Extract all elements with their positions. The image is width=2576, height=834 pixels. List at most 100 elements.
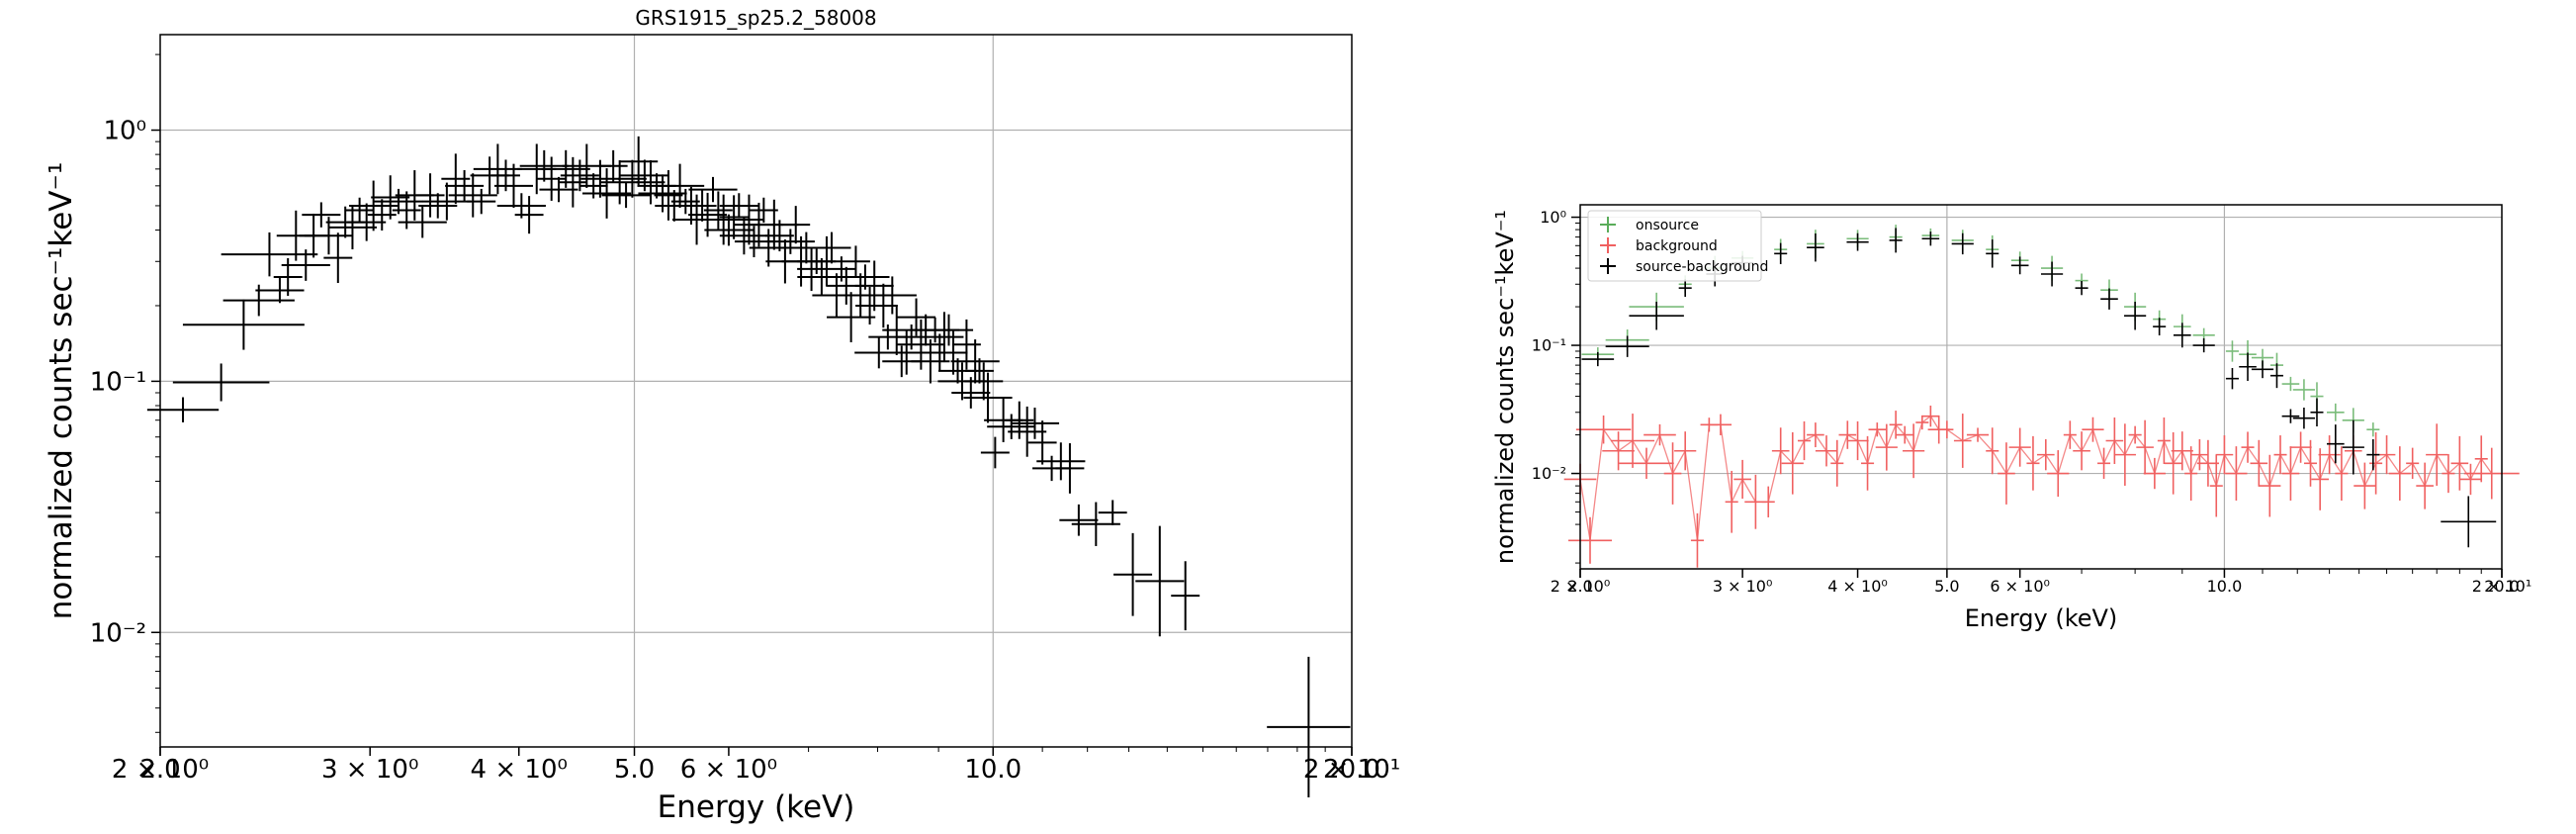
- data-point: [2475, 435, 2488, 482]
- data-point: [797, 258, 845, 296]
- data-point: [1986, 239, 1999, 267]
- data-point: [981, 437, 1010, 469]
- x-axis-label: Energy (keV): [658, 789, 855, 825]
- data-point: [2165, 432, 2182, 495]
- data-point: [1568, 517, 1612, 564]
- data-point: [1846, 421, 1868, 460]
- data-point: [371, 175, 409, 219]
- data-point: [2293, 379, 2315, 400]
- data-point: [173, 363, 270, 401]
- data-point: [1782, 432, 1804, 495]
- x-tick-label: 5.0: [614, 755, 655, 785]
- data-point: [1915, 416, 1928, 429]
- data-point: [1807, 233, 1824, 261]
- data-point: [515, 196, 544, 233]
- legend-label: onsource: [1636, 218, 1699, 233]
- data-point: [1922, 232, 1940, 245]
- plot-frame: [160, 35, 1352, 747]
- data-point: [1830, 440, 1843, 487]
- data-point: [368, 199, 397, 231]
- data-point: [1113, 533, 1152, 616]
- data-point: [1922, 406, 1940, 426]
- data-point: [1710, 415, 1732, 435]
- data-point: [827, 292, 875, 342]
- data-point: [1011, 408, 1059, 439]
- data-point: [537, 157, 566, 201]
- data-point: [1008, 407, 1046, 457]
- x-tick-label: 4 × 10⁰: [1827, 577, 1888, 596]
- y-tick-label: 10⁻²: [1532, 464, 1566, 483]
- data-point: [2319, 435, 2341, 474]
- series-1: [147, 137, 1351, 797]
- data-point: [2216, 435, 2234, 474]
- data-point: [2136, 420, 2154, 475]
- data-point: [2106, 417, 2124, 464]
- data-point: [1772, 427, 1790, 474]
- data-point: [1171, 561, 1199, 630]
- data-point: [2366, 422, 2379, 436]
- data-point: [1576, 416, 1631, 443]
- data-point: [467, 189, 495, 214]
- data-point: [812, 232, 850, 264]
- data-point: [2293, 408, 2315, 428]
- data-point: [1059, 505, 1098, 536]
- x-tick-label: 3 × 10⁰: [321, 755, 418, 785]
- data-point: [2011, 256, 2029, 274]
- data-point: [2226, 340, 2239, 361]
- x-tick-label: 10.0: [964, 755, 1022, 785]
- x-tick-label: 2 × 10⁰: [112, 755, 209, 785]
- data-point: [2037, 439, 2055, 470]
- data-point: [2290, 431, 2312, 462]
- data-point: [1643, 424, 1676, 445]
- data-point: [441, 153, 470, 204]
- data-point: [654, 170, 682, 221]
- data-point: [2100, 289, 2118, 310]
- data-point: [2041, 262, 2063, 287]
- data-point: [1005, 402, 1033, 439]
- chart-title: GRS1915_sp25.2_58008: [635, 6, 876, 30]
- data-point: [1679, 279, 1692, 297]
- data-point: [2441, 496, 2496, 547]
- data-point: [1774, 243, 1787, 264]
- y-tick-label: 10⁻¹: [90, 367, 146, 397]
- data-point: [1903, 423, 1924, 478]
- data-point: [1890, 228, 1903, 252]
- data-point: [2311, 448, 2329, 510]
- data-point: [1952, 233, 1974, 254]
- chart-2: 10⁻² 10⁻¹ 10⁰ 2.02 × 10⁰ 3 × 10⁰ 4 × 10⁰ 5.0 6 …: [1491, 205, 2532, 632]
- x-tick-label: 2 × 10¹: [2472, 577, 2532, 596]
- data-point: [1629, 302, 1683, 329]
- data-point: [2191, 439, 2209, 470]
- data-point: [599, 150, 628, 182]
- data-point: [302, 202, 340, 227]
- data-point: [2369, 432, 2382, 495]
- data-point: [1664, 442, 1682, 505]
- y-axis-label: normalized counts sec⁻¹keV⁻¹: [44, 162, 79, 620]
- data-point: [2210, 455, 2223, 517]
- data-point: [2073, 431, 2090, 470]
- data-point: [183, 300, 305, 350]
- data-point: [2378, 435, 2396, 474]
- data-point: [1839, 420, 1857, 448]
- data-point: [2270, 363, 2283, 388]
- data-point: [255, 278, 304, 303]
- data-point: [1099, 500, 1127, 524]
- data-point: [1798, 421, 1811, 460]
- data-point: [418, 193, 457, 218]
- legend-label: source-background: [1636, 259, 1768, 275]
- x-tick-label: 2 × 10¹: [1303, 755, 1400, 785]
- data-point: [2239, 352, 2257, 380]
- y-tick-label: 10⁻²: [90, 618, 146, 648]
- chart-1: 10⁻² 10⁻¹ 10⁰ 2.02 × 10⁰ 3 × 10⁰ 4 × 10⁰ 5.0 6 …: [44, 6, 1400, 825]
- x-tick-label: 3 × 10⁰: [1713, 577, 1773, 596]
- data-point: [399, 207, 447, 238]
- legend: onsource background source-background: [1588, 211, 1768, 281]
- data-point: [2064, 420, 2077, 448]
- x-tick-label: 6 × 10⁰: [680, 755, 777, 785]
- y-axis-label: normalized counts sec⁻¹keV⁻¹: [1491, 210, 1519, 564]
- data-point: [1055, 443, 1084, 494]
- x-tick-label: 6 × 10⁰: [1990, 577, 2050, 596]
- data-point: [637, 160, 666, 204]
- data-point: [2226, 368, 2239, 389]
